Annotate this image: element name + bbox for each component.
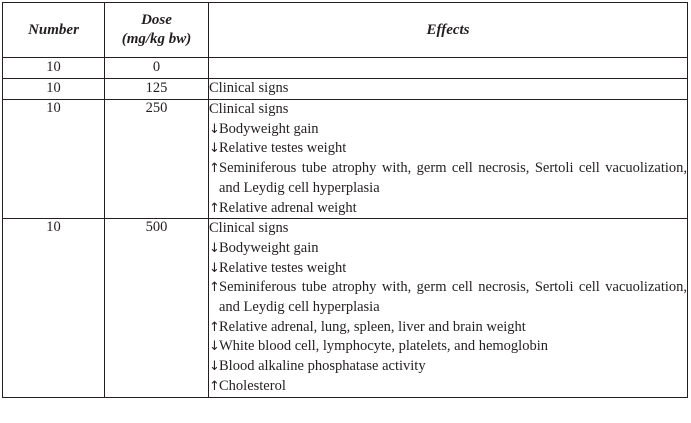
dose-cell: 500 bbox=[104, 218, 209, 398]
effect-line: ↓ Bodyweight gain bbox=[209, 239, 687, 259]
table-row: 10 125 Clinical signs bbox=[2, 78, 688, 100]
header-number: Number bbox=[2, 2, 105, 58]
table-row: 10 0 bbox=[2, 57, 688, 79]
up-arrow-icon: ↑ bbox=[209, 200, 220, 216]
effect-text: Bodyweight gain bbox=[219, 239, 319, 256]
effects-cell: Clinical signs ↓ Bodyweight gain ↓ Relat… bbox=[208, 218, 688, 398]
effect-text: Cholesterol bbox=[219, 377, 286, 394]
effect-line: ↑ Relative adrenal weight bbox=[209, 199, 687, 219]
effect-text: Relative adrenal weight bbox=[219, 199, 357, 216]
effects-cell: Clinical signs bbox=[208, 78, 688, 100]
effect-text: Seminiferous tube atrophy with, germ cel… bbox=[219, 160, 687, 196]
table-row: 10 250 Clinical signs ↓ Bodyweight gain … bbox=[2, 98, 688, 220]
down-arrow-icon: ↓ bbox=[209, 141, 220, 157]
down-arrow-icon: ↓ bbox=[209, 339, 220, 355]
effect-text: Clinical signs bbox=[209, 101, 289, 117]
number-cell: 10 bbox=[2, 98, 105, 220]
effect-line: Clinical signs bbox=[209, 79, 687, 99]
header-dose: Dose (mg/kg bw) bbox=[104, 2, 209, 58]
effect-text: Relative adrenal, lung, spleen, liver an… bbox=[219, 318, 526, 335]
effect-text: Relative testes weight bbox=[219, 140, 347, 157]
up-arrow-icon: ↑ bbox=[209, 378, 220, 394]
header-dose-unit: (mg/kg bw) bbox=[121, 31, 192, 47]
effect-line: ↑ Seminiferous tube atrophy with, germ c… bbox=[209, 159, 687, 198]
number-cell: 10 bbox=[2, 57, 105, 79]
effect-line: ↑ Seminiferous tube atrophy with, germ c… bbox=[209, 278, 687, 317]
down-arrow-icon: ↓ bbox=[209, 240, 220, 256]
header-row: Number Dose (mg/kg bw) Effects bbox=[2, 2, 688, 58]
effect-text: Bodyweight gain bbox=[219, 120, 319, 137]
effects-cell: Clinical signs ↓ Bodyweight gain ↓ Relat… bbox=[208, 98, 688, 220]
down-arrow-icon: ↓ bbox=[209, 359, 220, 375]
effects-table: Number Dose (mg/kg bw) Effects 10 0 10 1… bbox=[2, 2, 688, 398]
dose-cell: 0 bbox=[104, 57, 209, 79]
effect-line: ↑ Relative adrenal, lung, spleen, liver … bbox=[209, 318, 687, 338]
down-arrow-icon: ↓ bbox=[209, 121, 220, 137]
header-effects: Effects bbox=[208, 2, 688, 58]
dose-cell: 250 bbox=[104, 98, 209, 220]
effect-text: Seminiferous tube atrophy with, germ cel… bbox=[219, 279, 687, 316]
up-arrow-icon: ↑ bbox=[209, 319, 220, 335]
down-arrow-icon: ↓ bbox=[209, 260, 220, 276]
effect-text: White blood cell, lymphocyte, platelets,… bbox=[219, 338, 548, 355]
table-row: 10 500 Clinical signs ↓ Bodyweight gain … bbox=[2, 218, 688, 398]
up-arrow-icon: ↑ bbox=[209, 280, 220, 296]
effect-line: ↑ Cholesterol bbox=[209, 377, 687, 397]
header-dose-label: Dose bbox=[141, 12, 172, 28]
effect-line: ↓ Relative testes weight bbox=[209, 259, 687, 279]
effect-text: Clinical signs bbox=[209, 220, 289, 237]
number-cell: 10 bbox=[2, 78, 105, 100]
effect-line: Clinical signs bbox=[209, 100, 687, 120]
effect-line: ↓ Bodyweight gain bbox=[209, 120, 687, 140]
effect-text: Relative testes weight bbox=[219, 259, 347, 276]
effect-line: ↓ Blood alkaline phosphatase activity bbox=[209, 357, 687, 377]
effect-line: ↓ White blood cell, lymphocyte, platelet… bbox=[209, 337, 687, 357]
effects-cell bbox=[208, 57, 688, 79]
number-cell: 10 bbox=[2, 218, 105, 398]
effect-line: Clinical signs bbox=[209, 219, 687, 239]
up-arrow-icon: ↑ bbox=[209, 161, 220, 177]
effect-text: Blood alkaline phosphatase activity bbox=[219, 358, 426, 375]
effect-line: ↓ Relative testes weight bbox=[209, 139, 687, 159]
effect-text: Clinical signs bbox=[209, 80, 289, 96]
dose-cell: 125 bbox=[104, 78, 209, 100]
